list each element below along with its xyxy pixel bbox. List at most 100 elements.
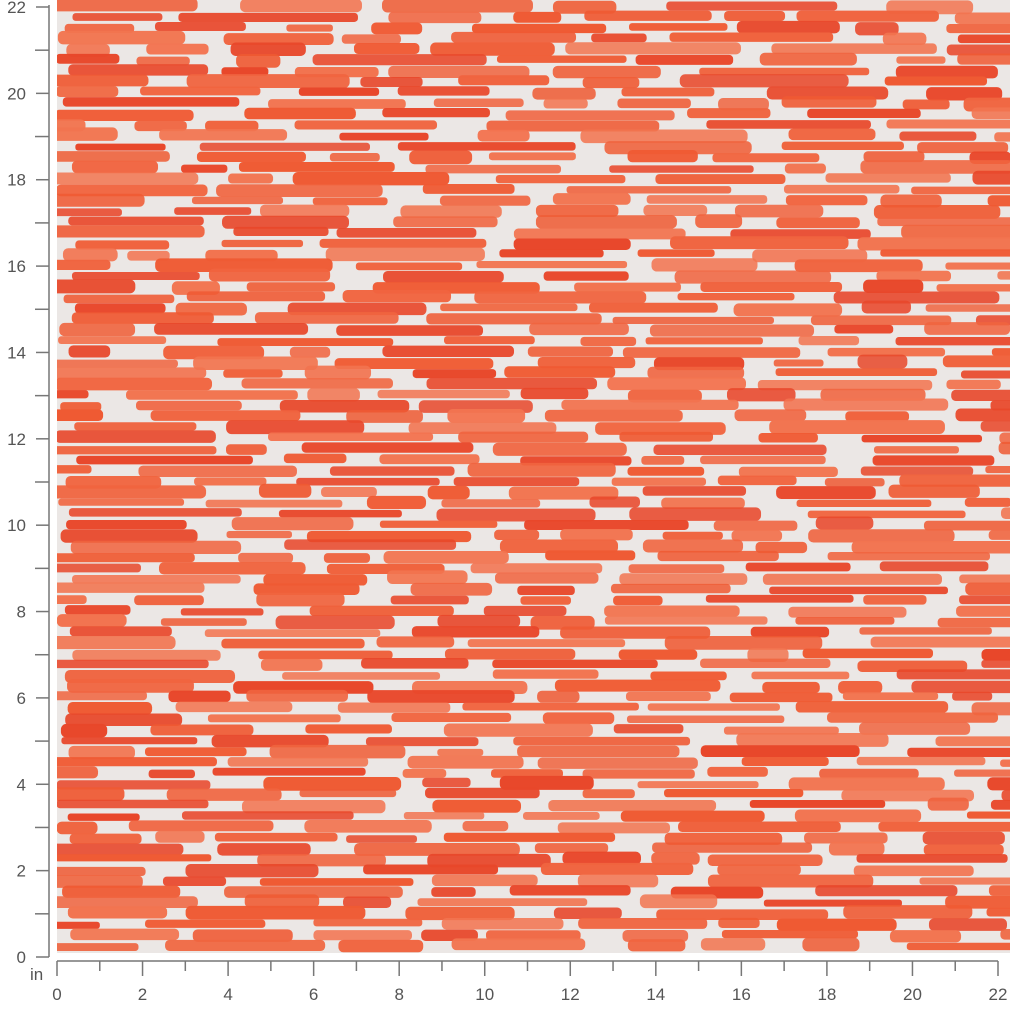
brush-dash (474, 291, 647, 304)
brush-dash (70, 540, 242, 555)
brush-dash (313, 918, 423, 927)
brush-dash (319, 238, 487, 248)
brush-dash (483, 605, 567, 617)
brush-dash (611, 477, 707, 486)
brush-dash (136, 400, 242, 411)
brush-dash (383, 550, 509, 564)
brush-dash (540, 862, 694, 876)
brush-dash (717, 475, 797, 486)
brush-dash (194, 477, 267, 486)
brush-dash (899, 131, 977, 141)
brush-dash (957, 34, 1010, 44)
brush-dash (750, 626, 830, 638)
brush-dash (723, 726, 839, 735)
brush-dash (341, 34, 401, 44)
brush-dash (842, 692, 939, 701)
brush-dash (919, 877, 1010, 885)
brush-dash (877, 217, 1010, 227)
brush-dash (488, 152, 576, 161)
brush-dash (76, 455, 253, 465)
brush-dash (439, 195, 531, 206)
brush-dash (642, 486, 747, 496)
brush-dash (336, 325, 484, 336)
brush-dash (366, 495, 427, 509)
brush-dash (186, 74, 350, 88)
y-tick-label: 16 (7, 257, 26, 276)
brush-dash (954, 769, 1010, 777)
brush-dash (287, 302, 427, 316)
brush-dash (543, 271, 629, 281)
brush-dash (313, 930, 413, 941)
brush-dash (57, 553, 195, 563)
brush-dash (639, 894, 718, 909)
brush-dash (820, 388, 926, 401)
brush-dash (226, 420, 365, 435)
brush-dash (998, 441, 1010, 455)
x-tick-label: 16 (732, 985, 751, 1004)
brush-dash (878, 821, 1010, 832)
brush-dash (430, 42, 555, 56)
brush-dash (620, 810, 765, 822)
brush-dash (185, 863, 319, 878)
brush-dash (807, 510, 966, 519)
brush-dash (664, 635, 823, 650)
brush-dash (426, 377, 598, 390)
brush-dash (749, 799, 886, 808)
brush-dash (74, 303, 166, 314)
brush-dash (707, 854, 823, 866)
brush-dash (144, 747, 247, 757)
brush-dash (607, 377, 746, 391)
brush-dash (733, 303, 843, 317)
brush-dash (827, 551, 991, 561)
brush-dash (321, 487, 377, 497)
brush-dash (783, 184, 900, 194)
brush-dash (734, 409, 807, 422)
brush-dash (57, 757, 217, 767)
brush-dash (193, 356, 318, 371)
brush-dash (926, 87, 1003, 101)
brush-dash (595, 422, 726, 435)
brush-dash (771, 43, 937, 54)
brush-dash (221, 239, 304, 248)
brush-dash (527, 346, 614, 357)
brush-dash (221, 638, 365, 649)
brush-dash (857, 237, 1010, 251)
brush-dash (674, 270, 832, 284)
brush-dash (802, 648, 934, 659)
brush-dash (128, 820, 274, 832)
brush-dash (407, 755, 524, 769)
brush-dash (70, 928, 180, 941)
brush-dash (872, 455, 995, 466)
brush-dash (471, 23, 607, 34)
brush-dash (552, 0, 617, 14)
brush-dash (57, 943, 139, 951)
brush-dash (66, 43, 110, 57)
brush-dash (67, 702, 153, 715)
brush-dash (246, 689, 348, 702)
brush-dash (863, 279, 924, 294)
brush-dash (523, 812, 600, 820)
brush-dash (57, 259, 111, 270)
brush-dash (699, 67, 870, 76)
brush-dash (403, 811, 485, 820)
brush-dash (1000, 929, 1010, 940)
brush-dash (334, 358, 494, 370)
brush-dash (582, 77, 640, 89)
brush-dash (861, 300, 911, 314)
brush-dash (857, 660, 968, 672)
brush-dash (955, 408, 1010, 422)
brush-dash (649, 324, 815, 337)
brush-dash (57, 614, 127, 627)
brush-dash (653, 444, 827, 455)
brush-dash (477, 129, 530, 142)
brush-dash (226, 530, 292, 539)
brush-dash (775, 368, 938, 377)
brush-dash (959, 574, 1010, 584)
brush-dash (207, 714, 341, 723)
brush-dash (66, 519, 187, 530)
brush-dash (432, 799, 522, 813)
brush-dash (495, 572, 599, 584)
brush-dash (700, 938, 766, 951)
brush-dash (669, 32, 834, 42)
brush-dash (284, 539, 457, 550)
